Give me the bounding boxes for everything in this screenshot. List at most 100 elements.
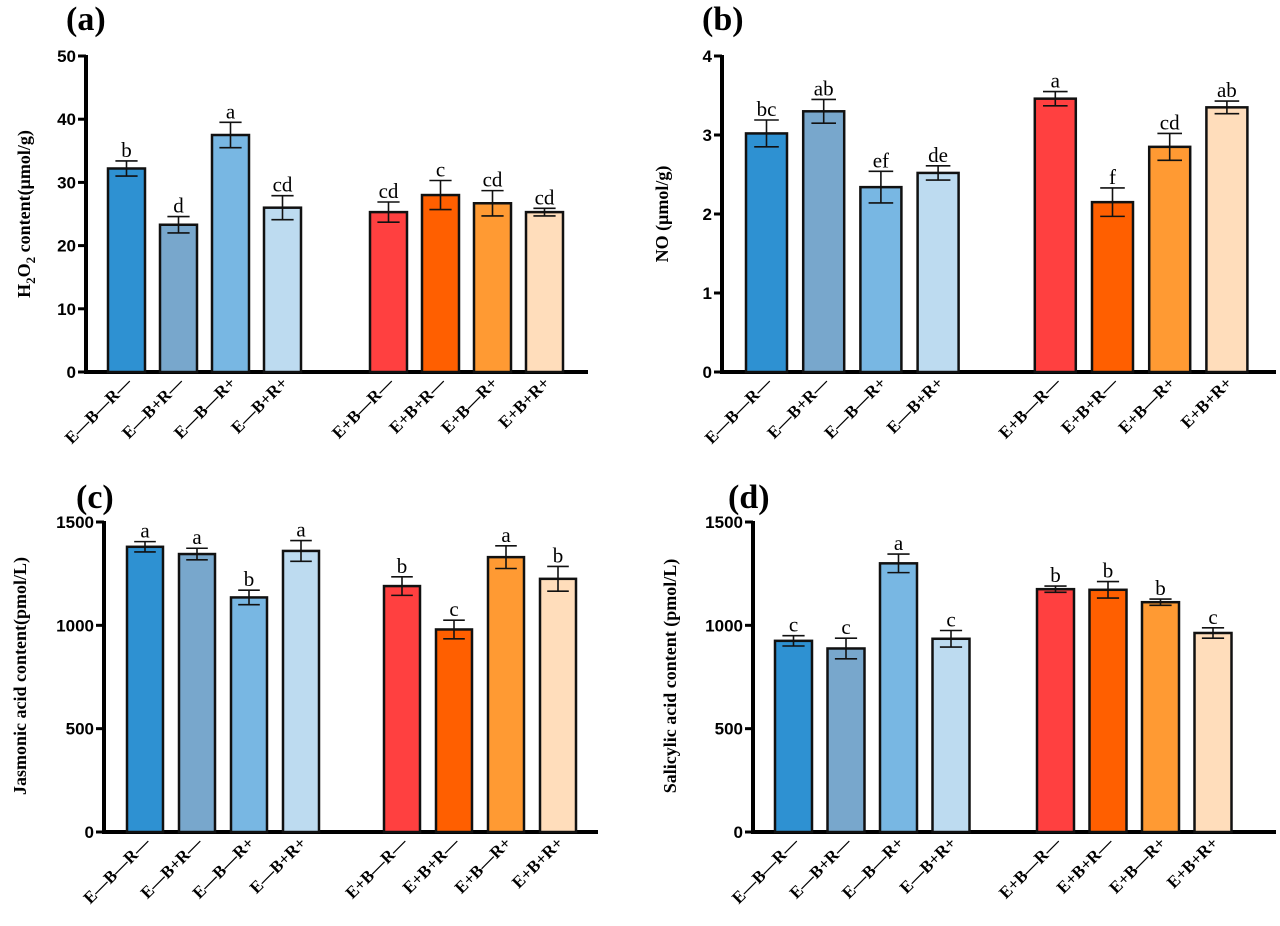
y-tick-label: 4 <box>703 47 713 66</box>
bar <box>859 185 903 374</box>
significance-label: c <box>449 597 458 621</box>
significance-label: cd <box>535 185 555 209</box>
x-tick-label: E—B—R— <box>701 373 776 448</box>
y-axis-title-a-sub: 2 <box>23 277 38 284</box>
y-tick-label: 30 <box>57 173 76 192</box>
bar <box>1147 145 1192 374</box>
significance-label: ab <box>1217 78 1237 102</box>
significance-label: bc <box>757 97 777 121</box>
significance-label: f <box>1109 165 1116 189</box>
significance-label: b <box>1103 559 1114 583</box>
panel-letter-b: (b) <box>702 1 744 38</box>
panel-c: (c) Jasmonic acid content(pmol/L) 0 500 10… <box>10 479 598 908</box>
panel-d: (d) Salicylic acid content (pmol/L) 0 500… <box>660 479 1276 908</box>
y-axis-title-a-sub: 2 <box>23 257 38 264</box>
y-axis-title-c: Jasmonic acid content(pmol/L) <box>10 557 31 795</box>
bar <box>1090 200 1135 374</box>
significance-label: c <box>789 613 798 637</box>
bar <box>368 210 409 374</box>
y-tick-label: 40 <box>57 110 76 129</box>
panel-letter-a: (a) <box>66 1 106 38</box>
x-tick-label: E+B+R+ <box>508 833 567 892</box>
x-tick-label: E+B+R+ <box>1163 833 1222 892</box>
bar <box>1205 106 1249 374</box>
y-axis-title-a-part: content(μmol/g) <box>14 130 35 257</box>
y-tick-label: 2 <box>703 205 712 224</box>
significance-label: ab <box>814 76 834 100</box>
y-tick-label: 0 <box>67 363 76 382</box>
significance-label: c <box>1208 605 1217 629</box>
bar <box>744 132 789 374</box>
bar <box>262 206 303 374</box>
x-tick-label: E+B—R+ <box>1105 833 1169 897</box>
significance-label: a <box>501 523 511 547</box>
significance-label: a <box>140 519 150 543</box>
x-tick-label: E—B—R+ <box>821 373 890 442</box>
bar <box>916 171 960 374</box>
significance-label: b <box>244 567 255 591</box>
x-tick-label: E+B+R+ <box>495 373 554 432</box>
significance-label: b <box>553 543 564 567</box>
significance-label: c <box>841 615 850 639</box>
bar <box>1088 588 1128 834</box>
y-tick-label: 500 <box>66 720 94 739</box>
significance-label: b <box>1155 576 1166 600</box>
x-tick-label: E+B—R+ <box>437 373 501 437</box>
y-tick-label: 1500 <box>56 513 94 532</box>
y-tick-label: 0 <box>85 823 94 842</box>
bar <box>486 555 526 834</box>
significance-label: a <box>192 525 202 549</box>
bar <box>1193 631 1233 834</box>
y-tick-label: 50 <box>57 47 76 66</box>
significance-label: b <box>397 554 408 578</box>
bar <box>826 647 866 834</box>
y-axis-title-a-part: O <box>14 263 34 277</box>
significance-label: cd <box>1160 110 1180 134</box>
bar <box>434 628 474 834</box>
significance-label: c <box>946 608 955 632</box>
significance-label: b <box>121 138 132 162</box>
significance-label: ef <box>873 148 889 172</box>
bar <box>106 167 147 374</box>
significance-label: cd <box>483 168 503 192</box>
significance-label: a <box>296 518 306 542</box>
y-tick-label: 1000 <box>705 616 743 635</box>
x-tick-label: E+B+R+ <box>1177 373 1236 432</box>
x-tick-label: E+B+R— <box>1057 373 1122 438</box>
y-axis-title-b: NO (μmol/g) <box>652 166 673 263</box>
bar <box>210 133 251 374</box>
y-tick-label: 10 <box>57 300 76 319</box>
bar <box>125 545 165 834</box>
bar <box>1033 97 1078 374</box>
significance-label: a <box>894 531 904 555</box>
y-axis-title-a-part: H <box>14 284 34 298</box>
y-tick-label: 20 <box>57 237 76 256</box>
panel-a: (a) H2O2 content(μmol/g) 01020304050bE—B… <box>14 1 588 448</box>
significance-label: a <box>226 99 236 123</box>
y-tick-label: 3 <box>703 126 712 145</box>
x-tick-label: E—B+R+ <box>227 373 291 437</box>
y-tick-label: 1 <box>703 284 712 303</box>
y-tick-label: 1000 <box>56 616 94 635</box>
x-tick-label: E+B—R— <box>995 833 1065 903</box>
x-tick-label: E+B—R— <box>342 833 412 903</box>
significance-label: cd <box>379 179 399 203</box>
panel-letter-c: (c) <box>76 479 114 516</box>
bar <box>382 584 422 834</box>
panel-letter-d: (d) <box>728 479 770 516</box>
bar <box>801 110 846 374</box>
y-axis-title-a: H2O2 content(μmol/g) <box>14 130 38 298</box>
panel-b: (b) NO (μmol/g) 01234bcE—B—R—abE—B+R—efE… <box>652 1 1276 448</box>
x-tick-label: E—B+R+ <box>883 373 947 437</box>
bar <box>773 639 814 834</box>
y-tick-label: 0 <box>734 823 743 842</box>
bar <box>229 596 269 834</box>
x-tick-label: E+B—R+ <box>1115 373 1179 437</box>
x-tick-label: E+B—R+ <box>451 833 515 897</box>
y-tick-label: 1500 <box>705 513 743 532</box>
bar <box>177 552 217 834</box>
x-tick-label: E+B—R— <box>328 373 398 443</box>
x-tick-label: E+B—R— <box>995 373 1065 443</box>
bar <box>538 577 578 834</box>
